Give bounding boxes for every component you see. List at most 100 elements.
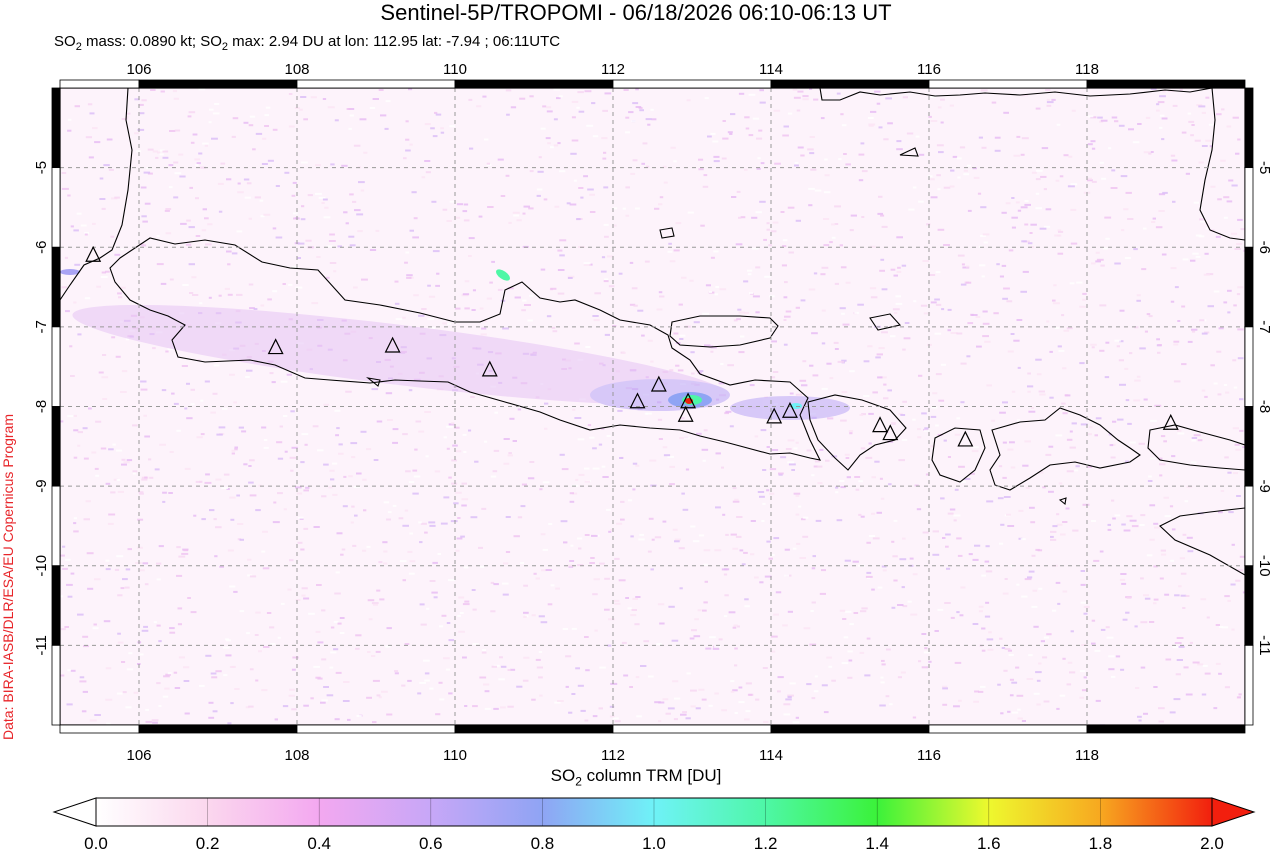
so2-pixel (1129, 519, 1137, 522)
so2-pixel (215, 526, 222, 529)
so2-pixel (255, 509, 261, 512)
so2-pixel (93, 623, 97, 626)
so2-pixel (352, 200, 357, 203)
so2-pixel (1223, 384, 1228, 386)
so2-pixel (778, 472, 784, 475)
so2-pixel (707, 135, 712, 138)
so2-pixel (731, 196, 737, 198)
so2-pixel (163, 675, 170, 678)
so2-pixel (183, 549, 188, 552)
so2-pixel (284, 450, 288, 453)
so2-pixel (424, 531, 428, 534)
so2-pixel (836, 92, 841, 95)
so2-pixel (320, 701, 326, 704)
lon-tick-label-bottom: 110 (443, 747, 467, 764)
so2-pixel (1043, 188, 1047, 191)
so2-pixel (819, 448, 824, 451)
so2-pixel (682, 711, 687, 714)
so2-pixel (598, 707, 603, 710)
so2-pixel (443, 436, 447, 439)
so2-pixel (656, 308, 663, 311)
so2-pixel (930, 445, 935, 448)
so2-pixel (782, 239, 788, 242)
so2-pixel (204, 217, 209, 220)
so2-pixel (536, 188, 543, 191)
so2-pixel (330, 478, 335, 481)
so2-pixel (463, 566, 469, 569)
so2-pixel (603, 223, 609, 226)
so2-pixel (577, 684, 584, 687)
so2-pixel (1191, 439, 1196, 442)
so2-pixel (86, 552, 94, 555)
so2-pixel (252, 148, 256, 151)
so2-pixel (261, 550, 266, 553)
so2-pixel (635, 106, 642, 108)
coastline-islet-2 (869, 313, 902, 331)
so2-pixel (668, 242, 672, 245)
so2-pixel (863, 360, 870, 363)
so2-pixel (698, 158, 704, 161)
so2-pixel (1164, 593, 1170, 596)
so2-pixel (956, 157, 962, 160)
so2-pixel (137, 128, 145, 131)
so2-pixel (806, 683, 812, 686)
so2-pixel (736, 516, 743, 518)
so2-pixel (807, 148, 814, 151)
so2-pixel (866, 637, 871, 640)
so2-pixel (67, 118, 72, 121)
so2-pixel (967, 322, 974, 325)
so2-pixel (910, 613, 918, 616)
so2-pixel (383, 550, 388, 553)
so2-pixel (578, 187, 584, 189)
so2-pixel (1116, 345, 1120, 348)
so2-pixel (991, 101, 997, 104)
so2-pixel (867, 345, 873, 348)
so2-pixel (1035, 192, 1040, 195)
so2-pixel (842, 323, 850, 326)
so2-pixel (272, 521, 280, 524)
so2-pixel (754, 576, 759, 579)
so2-pixel (271, 381, 276, 384)
so2-pixel (238, 426, 244, 429)
so2-pixel (105, 270, 110, 273)
so2-pixel (144, 476, 148, 479)
so2-pixel (137, 546, 143, 549)
so2-pixel (153, 621, 157, 624)
so2-pixel (840, 486, 846, 489)
so2-pixel (263, 646, 270, 648)
so2-pixel (181, 552, 189, 555)
so2-pixel (1099, 161, 1104, 164)
so2-pixel (620, 500, 625, 503)
so2-pixel (632, 597, 638, 600)
so2-pixel (73, 522, 77, 525)
so2-pixel (538, 676, 543, 679)
so2-pixel (189, 292, 194, 294)
so2-pixel (744, 718, 750, 721)
so2-pixel (644, 260, 650, 263)
so2-pixel (115, 355, 121, 358)
so2-pixel (1218, 511, 1223, 514)
so2-pixel (245, 706, 250, 709)
so2-pixel (854, 311, 859, 314)
so2-pixel (686, 672, 691, 675)
so2-pixel (1057, 345, 1062, 348)
so2-pixel (985, 570, 993, 573)
so2-pixel (815, 519, 822, 522)
so2-pixel (998, 465, 1003, 468)
so2-pixel (801, 518, 806, 521)
so2-pixel (267, 159, 274, 162)
so2-pixel (472, 643, 479, 645)
so2-pixel (635, 676, 640, 679)
so2-pixel (543, 198, 548, 201)
so2-pixel (82, 690, 88, 693)
so2-pixel (468, 98, 473, 101)
coastline-sumbawa (989, 407, 1141, 491)
so2-pixel (592, 467, 600, 470)
so2-pixel (371, 388, 379, 391)
so2-pixel (1157, 101, 1165, 104)
so2-pixel (479, 676, 487, 679)
so2-pixel (940, 363, 946, 366)
so2-pixel (938, 151, 944, 154)
so2-pixel (650, 568, 654, 571)
so2-pixel (811, 697, 816, 700)
